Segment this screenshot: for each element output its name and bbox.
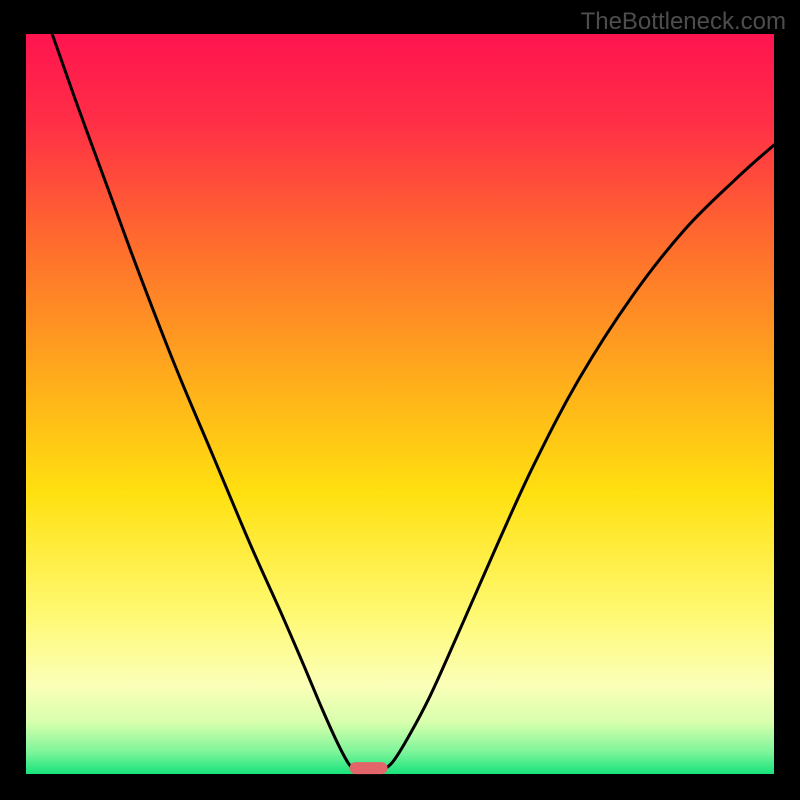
curve-left-branch — [52, 34, 355, 771]
plot-area — [26, 34, 774, 774]
watermark-text: TheBottleneck.com — [581, 8, 786, 36]
chart-frame: TheBottleneck.com — [0, 0, 800, 800]
curve-right-branch — [381, 145, 774, 771]
optimal-marker — [349, 762, 388, 774]
bottleneck-curve — [26, 34, 774, 774]
